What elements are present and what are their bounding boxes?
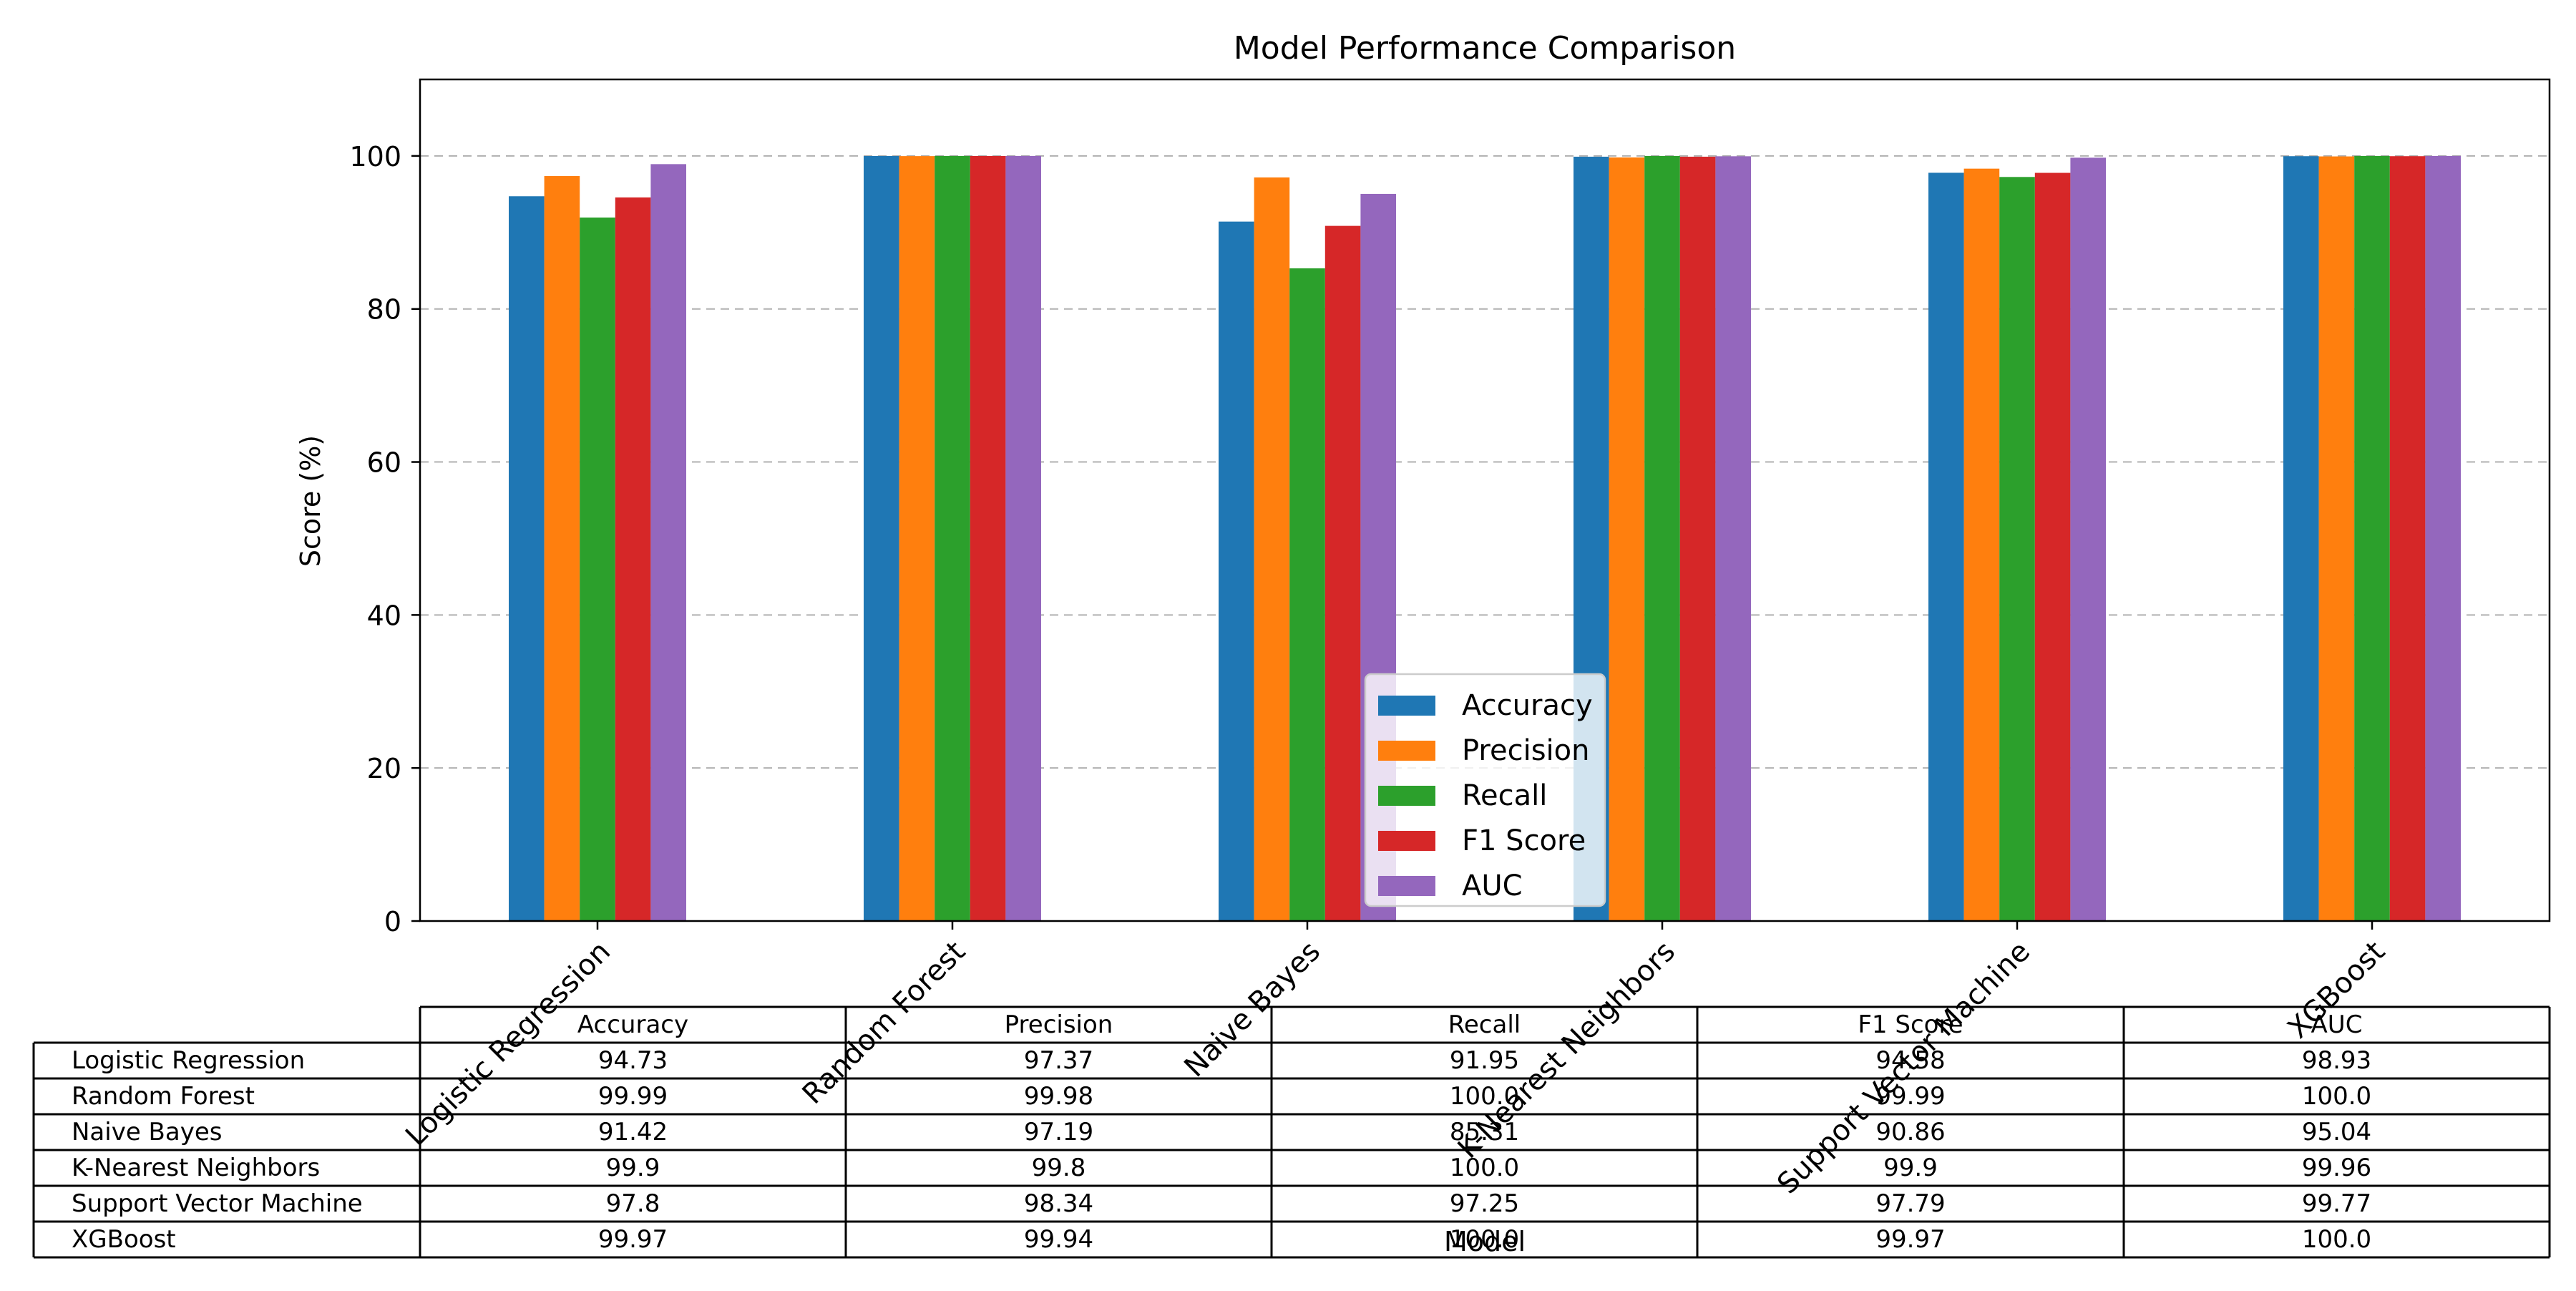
bar-precision <box>544 176 580 922</box>
x-tick-label: Naive Bayes <box>1178 935 1327 1084</box>
y-tick-label: 0 <box>384 906 401 937</box>
bar-accuracy <box>864 156 899 922</box>
table-cell: 97.19 <box>1024 1118 1093 1146</box>
table-cell: 99.99 <box>598 1082 668 1111</box>
bar-recall <box>2354 155 2390 922</box>
table-cell: 100.0 <box>2302 1225 2371 1254</box>
y-tick-label: 20 <box>367 753 401 784</box>
bar-auc <box>650 164 686 921</box>
bar-precision <box>899 156 935 921</box>
table-row-label: Naive Bayes <box>72 1118 222 1146</box>
bar-recall <box>935 155 970 922</box>
bar-f1-score <box>1324 225 1361 921</box>
table-cell: 97.79 <box>1875 1189 1945 1218</box>
table-cell: 100.0 <box>2302 1082 2371 1111</box>
table-cell: 99.9 <box>1883 1154 1938 1182</box>
table-column-header: Recall <box>1448 1010 1521 1039</box>
table-cell: 94.58 <box>1875 1046 1945 1075</box>
table-cell: 99.94 <box>1024 1225 1093 1254</box>
y-tick-label: 100 <box>349 141 401 172</box>
bar-f1-score <box>615 197 651 921</box>
bar-recall <box>580 217 615 921</box>
table-cell: 100.0 <box>1450 1154 1519 1182</box>
table-row-label: Logistic Regression <box>72 1046 305 1075</box>
legend-swatch <box>1378 696 1435 716</box>
y-axis-label: Score (%) <box>295 435 326 567</box>
bar-auc <box>2425 155 2461 922</box>
x-tick-label: Random Forest <box>796 935 972 1111</box>
table-row-label: XGBoost <box>72 1225 176 1254</box>
bar-accuracy <box>1219 221 1254 921</box>
bar-precision <box>1254 177 1290 921</box>
table-cell: 97.8 <box>606 1189 660 1218</box>
y-tick-label: 60 <box>367 447 401 479</box>
bar-accuracy <box>1928 172 1964 922</box>
table-cell: 98.34 <box>1024 1189 1093 1218</box>
legend-label: Recall <box>1462 779 1547 812</box>
table-column-header: AUC <box>2311 1010 2363 1039</box>
table-column-header: Accuracy <box>577 1010 688 1039</box>
table-cell: 97.37 <box>1024 1046 1093 1075</box>
legend: Accuracy Precision Recall F1 Score AUC <box>1364 673 1606 907</box>
plot-frame <box>419 78 2551 922</box>
table-row-label: Support Vector Machine <box>72 1189 363 1218</box>
table-cell: 90.86 <box>1875 1118 1945 1146</box>
bar-accuracy <box>509 196 545 921</box>
table-cell: 91.42 <box>598 1118 668 1146</box>
bars <box>509 155 2461 922</box>
legend-label: Accuracy <box>1462 689 1593 722</box>
bar-precision <box>1609 157 1645 922</box>
bar-accuracy <box>2283 156 2319 921</box>
table-cell: 91.95 <box>1450 1046 1519 1075</box>
bar-f1-score <box>970 156 1006 922</box>
bar-f1-score <box>2034 172 2071 921</box>
bar-recall <box>1644 155 1680 922</box>
table-cell: 97.25 <box>1450 1189 1519 1218</box>
legend-label: Precision <box>1462 734 1589 767</box>
table-cell: 99.97 <box>598 1225 668 1254</box>
bar-auc <box>1715 156 1751 922</box>
legend-swatch <box>1378 831 1435 851</box>
table-cell: 99.8 <box>1032 1154 1086 1182</box>
table-cell: 100.0 <box>1450 1082 1519 1111</box>
bar-recall <box>1999 177 2035 922</box>
legend-label: F1 Score <box>1462 824 1586 857</box>
legend-swatch <box>1378 876 1435 896</box>
table-column-header: Precision <box>1005 1010 1113 1039</box>
table-row-label: Random Forest <box>72 1082 255 1111</box>
legend-swatch <box>1378 741 1435 761</box>
table-cell: 98.93 <box>2302 1046 2371 1075</box>
table-column-header: F1 Score <box>1858 1010 1963 1039</box>
chart-title: Model Performance Comparison <box>1234 30 1736 67</box>
table-cell: 99.97 <box>1875 1225 1945 1254</box>
data-table: Accuracy Precision Recall F1 Score AUC Logist… <box>32 1005 2551 1259</box>
legend-swatch <box>1378 786 1435 806</box>
bar-precision <box>1963 168 2000 921</box>
table-cell: 99.98 <box>1024 1082 1093 1111</box>
bar-recall <box>1289 268 1325 921</box>
table-cell: 99.99 <box>1875 1082 1945 1111</box>
y-tick-label: 40 <box>367 600 401 631</box>
table-cell: 85.31 <box>1450 1118 1519 1146</box>
bar-precision <box>2318 156 2355 922</box>
bar-auc <box>2070 157 2106 921</box>
legend-label: AUC <box>1462 869 1523 902</box>
table-cell: 94.73 <box>598 1046 668 1075</box>
bar-auc <box>1005 155 1041 922</box>
table-cell: 100.0 <box>1450 1225 1519 1254</box>
table-cell: 99.96 <box>2302 1154 2371 1182</box>
y-tick-label: 80 <box>367 294 401 326</box>
table-cell: 99.9 <box>606 1154 660 1182</box>
bar-f1-score <box>2389 156 2426 921</box>
table-cell: 99.77 <box>2302 1189 2371 1218</box>
x-axis-label: Model <box>1444 1226 1526 1257</box>
x-axis: Logistic Regression Random Forest Naive Ba… <box>399 921 2391 1200</box>
y-axis: 0 20 40 60 80 100 <box>349 141 420 937</box>
bar-f1-score <box>1679 156 1716 922</box>
table-row-label: K-Nearest Neighbors <box>72 1154 320 1182</box>
table-cell: 95.04 <box>2302 1118 2371 1146</box>
